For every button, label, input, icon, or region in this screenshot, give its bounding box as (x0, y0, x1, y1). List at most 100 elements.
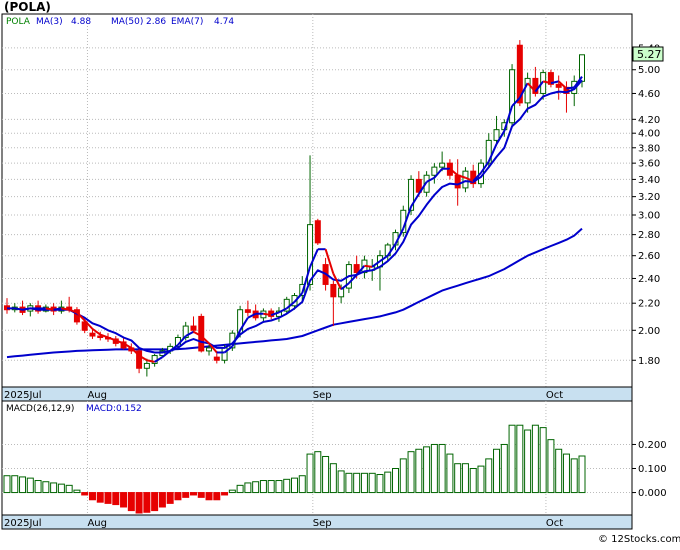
macd-bar (3, 475, 11, 494)
macd-bar (244, 482, 252, 494)
macd-bar (353, 472, 361, 494)
macd-bar (34, 480, 42, 494)
macd-y-tick-label: 0.200 (638, 440, 667, 451)
candle (516, 40, 523, 107)
macd-x-tick-label: Aug (87, 518, 107, 529)
candle-body (97, 335, 104, 338)
macd-bar (500, 443, 508, 494)
macd-x-axis-band (1, 514, 633, 530)
candle-body (431, 166, 438, 176)
price-y-tick-label: 2.00 (638, 326, 660, 337)
macd-bar (570, 458, 578, 494)
legend-ma50: MA(50) (111, 17, 143, 27)
ma3-segment (573, 76, 583, 88)
price-y-tick-label: 1.80 (638, 356, 660, 367)
macd-bar (430, 443, 438, 494)
macd-bar (135, 492, 143, 514)
ma3-segment (239, 317, 249, 331)
macd-bar (81, 492, 89, 496)
ma3-segment (503, 105, 514, 132)
macd-bar (298, 475, 306, 494)
ma3-segment (566, 86, 575, 90)
candle-body (338, 287, 345, 298)
price-x-axis: 2025Jul Aug Sep Oct (4, 390, 563, 401)
price-y-tick-label: 2.80 (638, 230, 660, 241)
macd-bar (531, 424, 539, 494)
ma3-segment (394, 228, 405, 245)
macd-bar (50, 482, 58, 494)
macd-bar (384, 471, 392, 494)
candle (97, 331, 104, 341)
ma3-series (22, 76, 583, 363)
ma3-segment (169, 344, 179, 352)
candle-body (524, 77, 531, 104)
candle (190, 316, 197, 334)
ma3-segment (68, 308, 78, 314)
macd-bar (120, 492, 128, 508)
macd-legend-label: MACD(26,12,9) (6, 404, 74, 414)
ma3-segment (130, 347, 140, 357)
footer-credit: © 12Stocks.com (598, 534, 680, 545)
ma3-segment (534, 80, 544, 93)
candle-body (547, 72, 554, 85)
macd-bar (562, 453, 570, 494)
macd-bar (461, 463, 469, 494)
candle (198, 313, 205, 353)
macd-bar (516, 424, 524, 494)
candle-body (314, 220, 321, 244)
price-x-tick-label: 2025Jul (4, 390, 42, 401)
legend-symbol: POLA (6, 17, 31, 27)
candle (431, 163, 438, 184)
price-y-tick-label: 3.40 (638, 175, 660, 186)
price-legend: POLA MA(3) 4.88 MA(50) 2.86 EMA(7) 4.74 (6, 17, 234, 27)
macd-bar (485, 458, 493, 494)
ma3-segment (22, 307, 31, 311)
ma3-segment (410, 193, 420, 208)
price-y-tick-label: 3.80 (638, 143, 660, 154)
ma3-segment (61, 307, 70, 311)
ma3-segment (146, 359, 155, 363)
ma3-segment (91, 328, 101, 336)
candle-body (237, 309, 244, 334)
ma3-segment (301, 266, 311, 294)
ma3-segment (293, 292, 304, 303)
ma3-segment (309, 248, 319, 268)
macd-bar (454, 463, 462, 494)
ma3-segment (364, 264, 373, 268)
price-y-tick-label: 2.60 (638, 251, 660, 262)
ma50-line (6, 227, 583, 359)
ma3-segment (138, 354, 148, 362)
macd-bar (392, 468, 400, 494)
candle-body (190, 325, 197, 331)
macd-bar (345, 472, 353, 494)
macd-y-axis: 0.200 0.100 0.000 (632, 440, 667, 499)
ma3-segment (480, 161, 490, 174)
ema7-line (7, 79, 583, 354)
price-y-tick-label: 3.20 (638, 192, 660, 203)
price-y-tick-label: 3.60 (638, 159, 660, 170)
ma3-segment (526, 82, 537, 93)
candle (330, 280, 337, 327)
candle-body (198, 315, 205, 352)
candle-body (136, 350, 143, 369)
ma3-segment (208, 342, 218, 354)
macd-bars (3, 424, 586, 514)
macd-bar (314, 451, 322, 494)
last-price-box (632, 46, 664, 62)
macd-bar (205, 492, 213, 501)
ma3-segment (263, 312, 272, 317)
candle-body (307, 224, 314, 285)
candle (555, 75, 562, 100)
ma3-segment (386, 243, 397, 257)
macd-x-tick-label: Oct (546, 518, 563, 529)
macd-bar (407, 451, 415, 494)
candle (283, 296, 290, 314)
ma3-segment (83, 319, 94, 330)
ma3-segment (433, 168, 443, 179)
macd-bar (213, 492, 221, 501)
ma3-segment (154, 356, 163, 363)
macd-bar (415, 448, 423, 494)
macd-bar (104, 492, 112, 504)
ma3-segment (465, 176, 474, 183)
